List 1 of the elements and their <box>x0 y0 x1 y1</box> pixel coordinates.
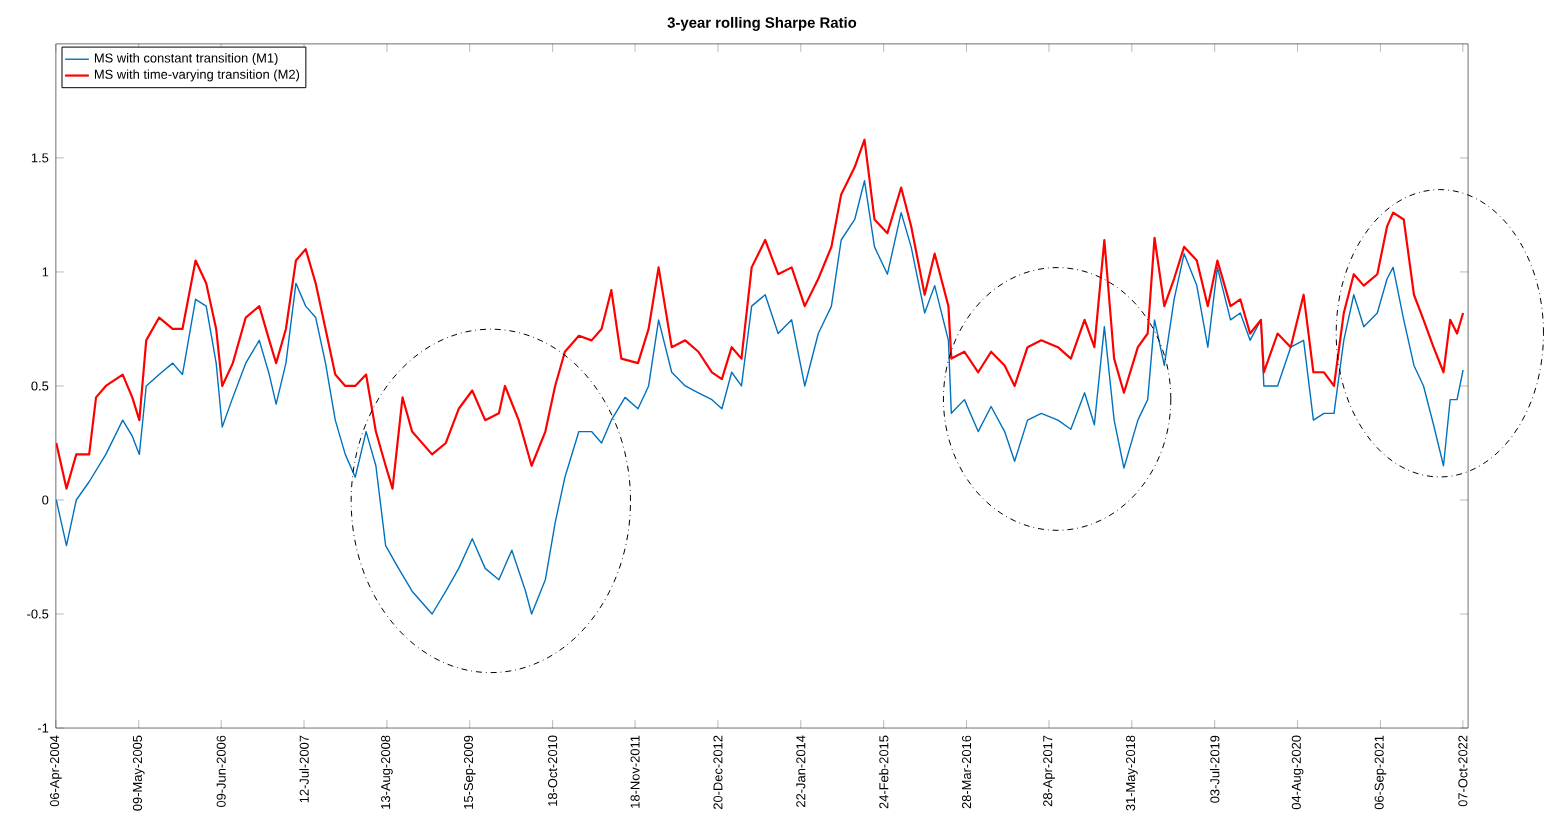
line-series <box>55 180 1464 615</box>
